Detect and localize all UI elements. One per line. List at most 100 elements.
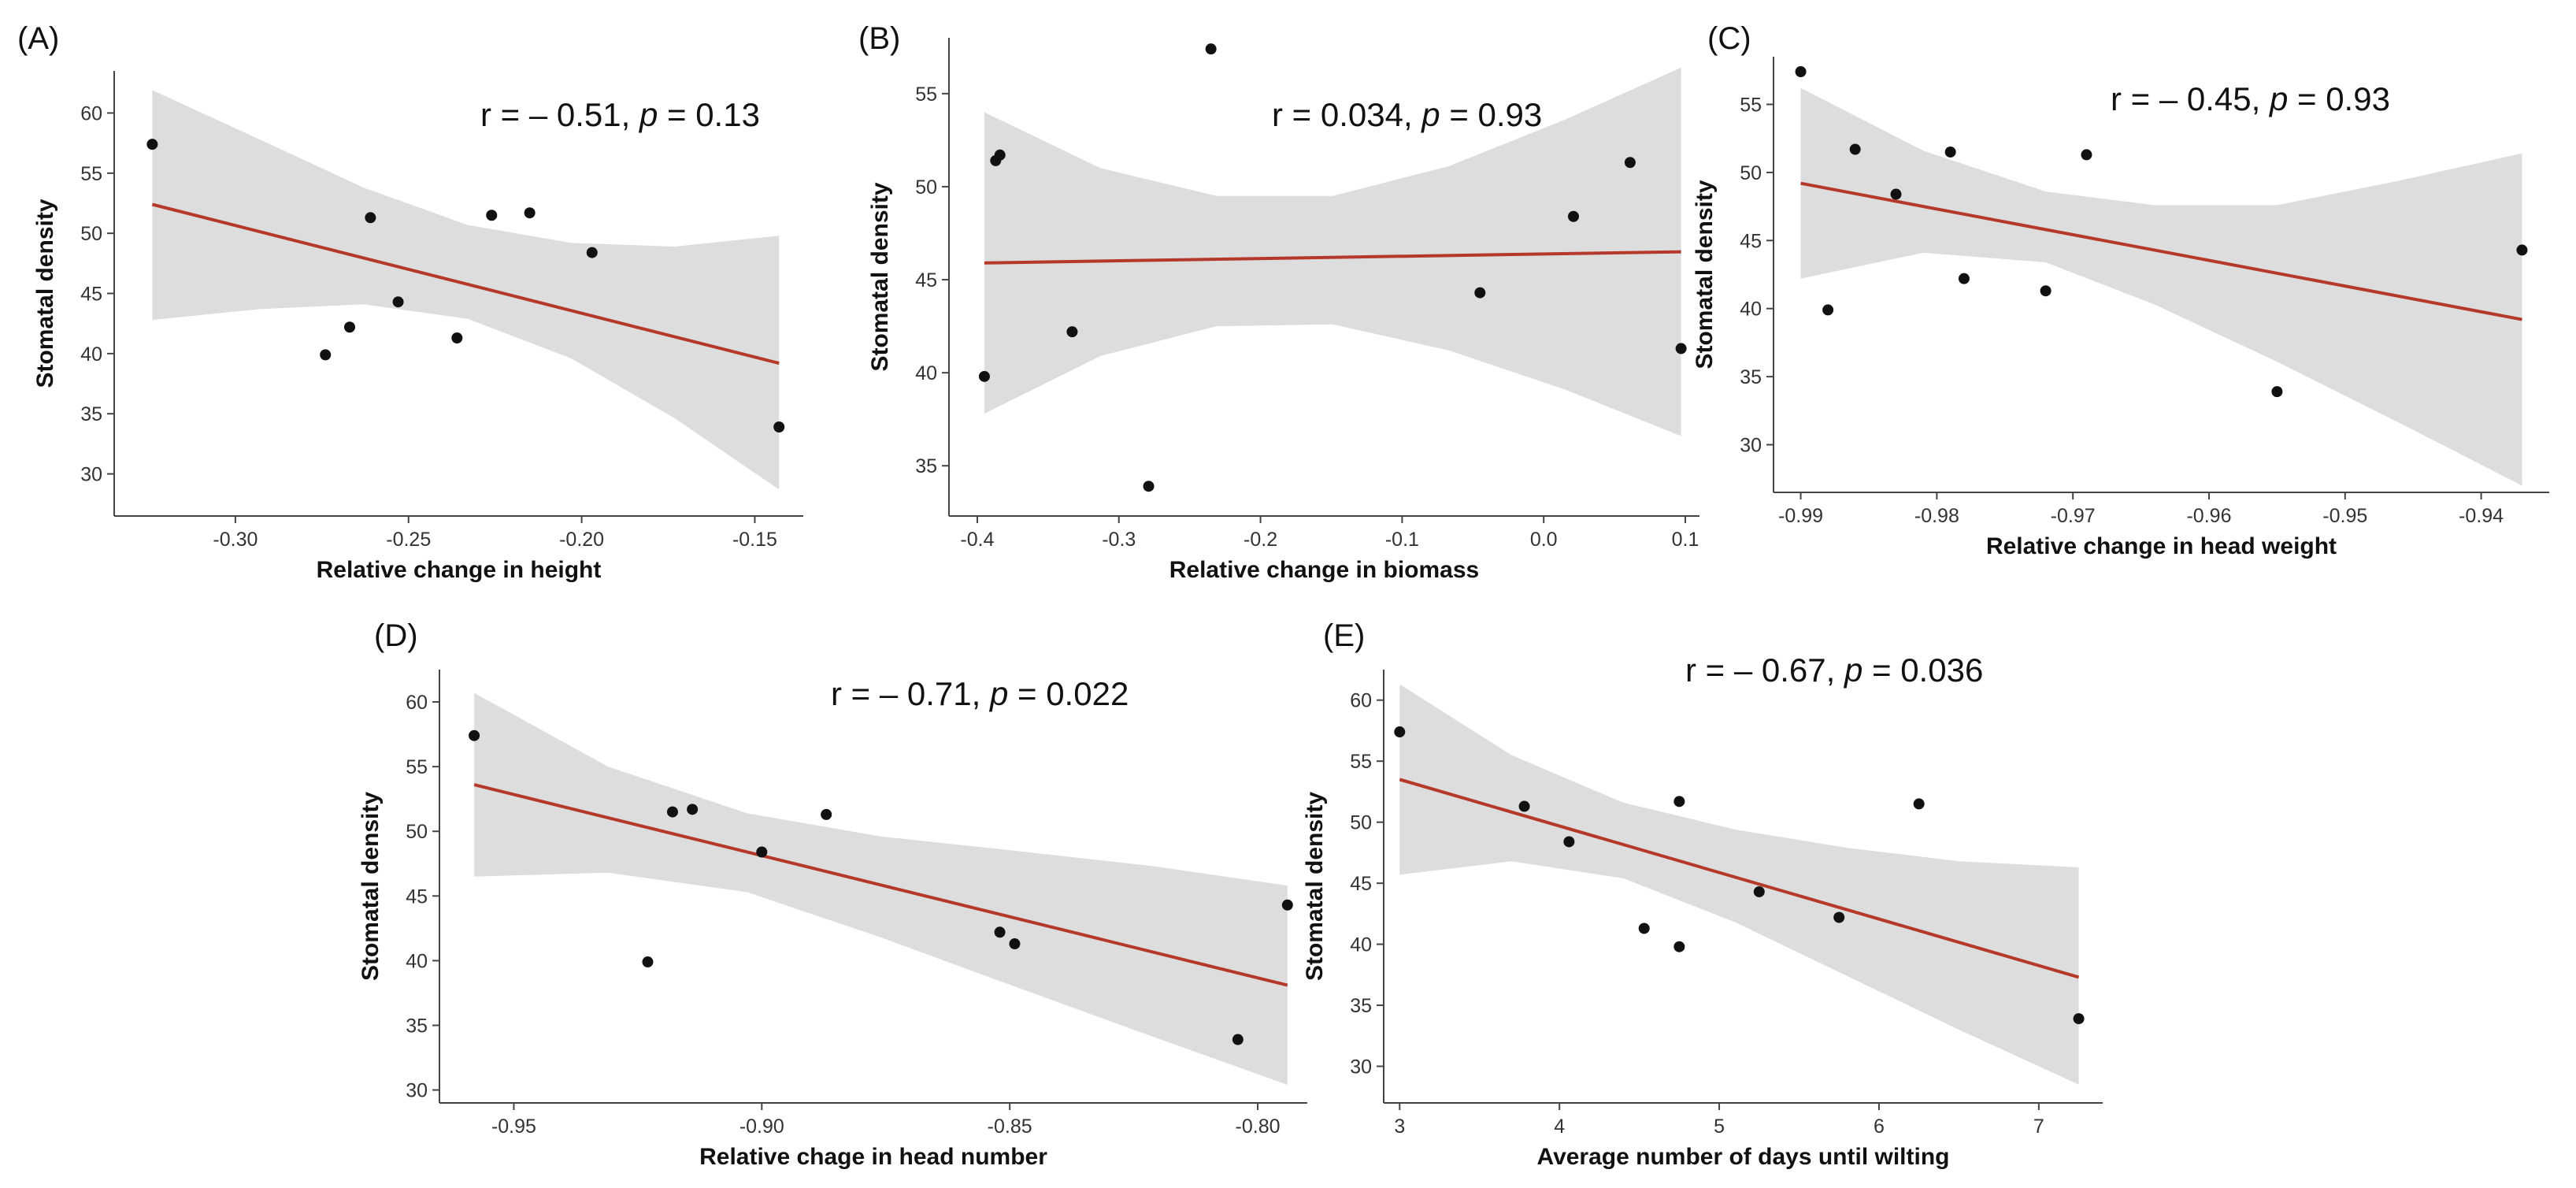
panel-e-data-point bbox=[2073, 1013, 2085, 1025]
panel-c-letter: (C) bbox=[1707, 21, 1751, 56]
panel-b-data-point bbox=[1066, 326, 1078, 338]
panel-a-data-point bbox=[524, 207, 536, 219]
panel-e-data-point bbox=[1913, 798, 1925, 810]
panel-c: (C) -0.99 -0.98 -0.97 -0.96 -0.95 -0.94 30 35 40 4… bbox=[1692, 21, 2549, 559]
panel-b-x-tick-label: -0.1 bbox=[1385, 529, 1419, 551]
panel-a-y-tick-label: 45 bbox=[80, 284, 102, 306]
panel-d-y-tick-label: 35 bbox=[406, 1015, 428, 1037]
panel-c-x-tick-label: -0.96 bbox=[2186, 505, 2231, 527]
panel-b-data-point bbox=[1624, 157, 1636, 169]
panel-b-x-tick-label: -0.4 bbox=[960, 529, 994, 551]
panel-c-x-tick-label: -0.99 bbox=[1778, 505, 1823, 527]
panel-b-x-tick-label: 0.0 bbox=[1530, 529, 1558, 551]
panel-e-x-tick-label: 3 bbox=[1394, 1116, 1405, 1138]
panel-c-data-point bbox=[1958, 273, 1970, 284]
panel-a-y-tick-label: 35 bbox=[80, 403, 102, 425]
panel-a-data-point bbox=[146, 139, 158, 150]
panel-c-y-tick-label: 40 bbox=[1740, 299, 1762, 321]
panel-e-confidence-band bbox=[1399, 684, 2079, 1085]
panel-a-data-point bbox=[773, 421, 785, 433]
panel-a-x-tick-label: -0.25 bbox=[386, 529, 431, 551]
panel-d-y-tick-label: 40 bbox=[406, 950, 428, 972]
panel-b-y-tick-label: 40 bbox=[915, 362, 937, 384]
panel-c-data-point bbox=[1890, 188, 1902, 200]
panel-e-y-axis-title: Stomatal density bbox=[1302, 792, 1328, 981]
panel-a: (A) -0.30 -0.25 -0.20 -0.15 30 35 40 45 50 55 60 Rel… bbox=[17, 21, 803, 583]
panel-d-data-point bbox=[687, 804, 699, 815]
panel-d-x-tick-label: -0.95 bbox=[491, 1116, 536, 1138]
panel-e-p-value: = 0.036 bbox=[1863, 652, 1983, 689]
panel-d-regression-line bbox=[473, 783, 1288, 987]
panel-b-p-symbol: p bbox=[1420, 96, 1440, 133]
panel-a-letter: (A) bbox=[17, 21, 59, 56]
panel-c-x-tick-label: -0.95 bbox=[2322, 505, 2367, 527]
panel-c-correlation-annotation: r = – 0.45, p = 0.93 bbox=[2111, 80, 2390, 117]
panel-b-x-tick-label: -0.2 bbox=[1244, 529, 1277, 551]
panel-d-x-tick-label: -0.90 bbox=[739, 1116, 784, 1138]
panel-e-data-point bbox=[1518, 800, 1530, 812]
panel-c-p-symbol: p bbox=[2268, 80, 2288, 117]
panel-e-data-point bbox=[1833, 911, 1845, 923]
panel-d-data-point bbox=[821, 808, 832, 820]
panel-b-x-tick-label: 0.1 bbox=[1672, 529, 1699, 551]
panel-b-y-tick-label: 45 bbox=[915, 269, 937, 291]
panel-d-y-axis-title: Stomatal density bbox=[358, 792, 384, 981]
panel-b-data-point bbox=[1567, 210, 1579, 222]
panel-d-data-point bbox=[756, 846, 768, 858]
panel-b-data-point bbox=[994, 149, 1006, 161]
panel-a-data-point bbox=[365, 212, 376, 224]
panel-e-regression-line bbox=[1399, 778, 2080, 979]
panel-d-x-tick-label: -0.80 bbox=[1236, 1116, 1281, 1138]
panel-d-data-point bbox=[1281, 899, 1293, 911]
panel-d-confidence-band bbox=[474, 692, 1288, 1086]
panel-b-x-tick-label: -0.3 bbox=[1102, 529, 1136, 551]
panel-c-x-tick-label: -0.98 bbox=[1914, 505, 1959, 527]
panel-a-x-axis-title: Relative change in height bbox=[317, 557, 602, 583]
panel-c-data-point bbox=[2040, 285, 2052, 297]
panel-b: (B) -0.4 -0.3 -0.2 -0.1 0.0 0.1 35 40 45 50 55 Relat… bbox=[858, 21, 1699, 583]
panel-a-x-tick-label: -0.20 bbox=[559, 529, 604, 551]
panel-b-r-value: r = 0.034, bbox=[1272, 96, 1421, 133]
panel-e-p-symbol: p bbox=[1843, 652, 1863, 689]
panel-c-p-value: = 0.93 bbox=[2288, 80, 2390, 117]
panel-d-p-symbol: p bbox=[988, 675, 1008, 712]
panel-c-regression-line bbox=[1800, 181, 2522, 321]
panel-d-x-axis-title: Relative chage in head number bbox=[699, 1144, 1047, 1170]
panel-d-y-tick-label: 30 bbox=[406, 1080, 428, 1102]
panel-b-data-point bbox=[1143, 481, 1155, 492]
panel-b-data-point bbox=[1474, 287, 1486, 299]
panel-c-y-tick-label: 55 bbox=[1740, 94, 1762, 116]
panel-a-y-tick-label: 50 bbox=[80, 223, 102, 245]
panel-e-y-tick-label: 40 bbox=[1350, 934, 1372, 956]
panel-e-x-tick-label: 7 bbox=[2033, 1116, 2044, 1138]
panel-e-y-tick-label: 55 bbox=[1350, 751, 1372, 773]
panel-b-y-tick-label: 35 bbox=[915, 455, 937, 477]
panel-a-x-tick-label: -0.15 bbox=[732, 529, 777, 551]
panel-a-y-tick-label: 60 bbox=[80, 102, 102, 124]
panel-d-data-point bbox=[469, 730, 480, 741]
panel-a-x-tick-label: -0.30 bbox=[213, 529, 258, 551]
panel-b-y-tick-label: 50 bbox=[915, 176, 937, 199]
panel-a-y-tick-label: 55 bbox=[80, 163, 102, 185]
panel-b-y-tick-label: 55 bbox=[915, 84, 937, 106]
panel-c-data-point bbox=[2081, 149, 2092, 161]
panel-c-y-tick-label: 35 bbox=[1740, 366, 1762, 388]
panel-b-data-point bbox=[978, 370, 990, 382]
panel-a-correlation-annotation: r = – 0.51, p = 0.13 bbox=[480, 96, 760, 133]
panel-c-x-tick-label: -0.97 bbox=[2051, 505, 2096, 527]
panel-e-data-point bbox=[1673, 796, 1685, 807]
panel-d-x-tick-label: -0.85 bbox=[988, 1116, 1032, 1138]
panel-a-confidence-band bbox=[152, 90, 780, 490]
panel-a-y-tick-label: 30 bbox=[80, 464, 102, 486]
panels-layer: (A) -0.30 -0.25 -0.20 -0.15 30 35 40 45 50 55 60 Rel… bbox=[17, 21, 2549, 1170]
panel-b-data-point bbox=[1675, 343, 1687, 355]
panel-d-y-tick-label: 45 bbox=[406, 885, 428, 908]
panel-e-data-point bbox=[1638, 923, 1650, 934]
panel-e-x-tick-label: 6 bbox=[1874, 1116, 1885, 1138]
panel-b-x-axis-title: Relative change in biomass bbox=[1169, 557, 1479, 583]
panel-c-data-point bbox=[1795, 66, 1807, 78]
panel-a-data-point bbox=[320, 349, 332, 361]
panel-e-y-tick-label: 30 bbox=[1350, 1056, 1372, 1078]
